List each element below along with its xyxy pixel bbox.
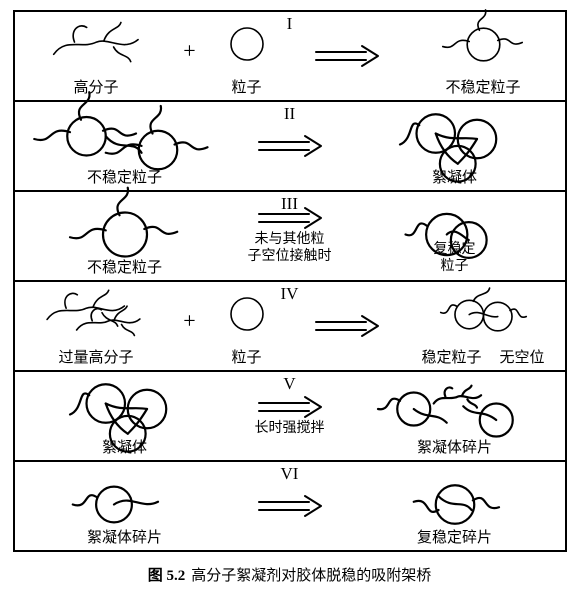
cell-label: 无空位 (500, 350, 545, 367)
diagram-row: I 高分子 + 粒子 不稳定粒子 (15, 12, 565, 102)
cell-left: 高分子 (15, 12, 178, 100)
cell-mid: 粒子 (202, 12, 292, 100)
cell-left: 不稳定粒子 (15, 192, 235, 280)
cell-left: 不稳定粒子 (15, 102, 235, 190)
cell-label: 粒子 (231, 350, 261, 367)
cell-left: 絮凝体碎片 (15, 462, 235, 550)
cell-label: 不稳定粒子 (87, 260, 162, 277)
cell-right: 絮凝体碎片 (345, 372, 565, 460)
diagram-row: III 不稳定粒子 未与其他粒 子空位接触时 复稳定 粒子 (15, 192, 565, 282)
cell-label: 粒子 (231, 80, 261, 97)
diagram-figure: I高分子+粒子不稳定粒子II不稳定粒子絮凝体III不稳定粒子未与其他粒 子空位接… (13, 10, 567, 552)
diagram-row: II 不稳定粒子 絮凝体 (15, 102, 565, 192)
diagram-row: V 絮凝体 长时强搅拌絮凝体碎片 (15, 372, 565, 462)
cell-label: 不稳定粒子 (445, 80, 520, 97)
cell-label: 复稳定 粒子 (434, 242, 476, 276)
row-numeral: I (287, 14, 293, 34)
figure-caption-text: 高分子絮凝剂对胶体脱稳的吸附架桥 (191, 568, 431, 584)
cell-right: 絮凝体 (345, 102, 565, 190)
reaction-arrow (292, 12, 402, 100)
cell-right: 复稳定 粒子 (345, 192, 565, 280)
cell-label: 稳定粒子 (421, 350, 481, 367)
figure-caption: 图 5.2 高分子絮凝剂对胶体脱稳的吸附架桥 (10, 564, 569, 585)
diagram-row: IV 过量高分子 + 粒子 稳定粒子 无空位 (15, 282, 565, 372)
cell-mid: 粒子 (202, 282, 292, 370)
cell-label: 过量高分子 (58, 350, 133, 367)
arrow-sublabel: 长时强搅拌 (255, 421, 325, 438)
diagram-row: VI 絮凝体碎片 复稳定碎片 (15, 462, 565, 550)
row-numeral: III (281, 194, 298, 214)
cell-right: 复稳定碎片 (345, 462, 565, 550)
cell-label: 絮凝体碎片 (87, 530, 162, 547)
cell-right: 稳定粒子 无空位 (402, 282, 565, 370)
row-numeral: IV (281, 284, 299, 304)
cell-right: 不稳定粒子 (402, 12, 565, 100)
cell-left: 絮凝体 (15, 372, 235, 460)
row-numeral: VI (281, 464, 299, 484)
plus-sign: + (178, 12, 202, 100)
arrow-sublabel: 未与其他粒 子空位接触时 (248, 232, 332, 266)
cell-label: 高分子 (73, 80, 118, 97)
cell-label: 絮凝体 (102, 440, 147, 457)
cell-label: 絮凝体碎片 (417, 440, 492, 457)
row-numeral: V (283, 374, 295, 394)
cell-label: 复稳定碎片 (417, 530, 492, 547)
cell-left: 过量高分子 (15, 282, 178, 370)
plus-sign: + (178, 282, 202, 370)
cell-label: 絮凝体 (432, 170, 477, 187)
figure-number: 图 5.2 (148, 568, 186, 584)
row-numeral: II (284, 104, 295, 124)
reaction-arrow (292, 282, 402, 370)
cell-label: 不稳定粒子 (87, 170, 162, 187)
